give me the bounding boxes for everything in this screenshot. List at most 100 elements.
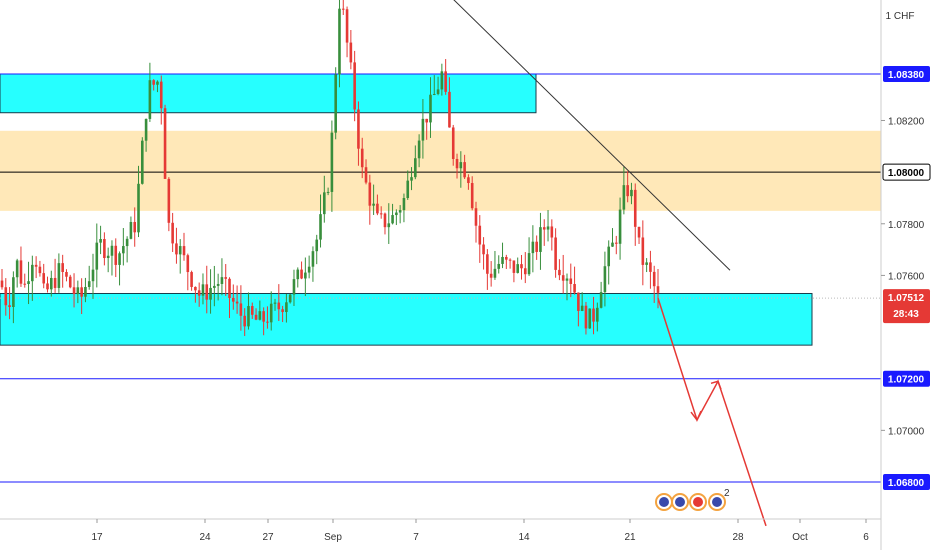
candle-body <box>34 264 38 267</box>
candle <box>300 261 303 280</box>
candle-body <box>440 71 444 90</box>
candle <box>262 307 265 336</box>
current-price-badge <box>883 289 930 324</box>
candle <box>584 301 588 335</box>
candle <box>531 225 535 273</box>
candle <box>573 266 576 295</box>
price-tick-label: 1.07800 <box>888 220 925 231</box>
candle <box>444 59 447 95</box>
candle <box>493 250 497 280</box>
candle <box>436 76 440 96</box>
candle <box>216 273 220 301</box>
candle <box>243 308 246 337</box>
candle <box>523 252 527 284</box>
candle-body <box>159 81 163 109</box>
candle-body <box>326 191 330 193</box>
candle <box>304 257 307 297</box>
projection-arrowhead <box>690 410 702 422</box>
candle <box>649 250 652 289</box>
candle <box>46 276 49 293</box>
candle <box>239 285 243 331</box>
candle-body <box>281 309 284 313</box>
candle <box>596 302 599 332</box>
candle <box>398 205 402 224</box>
candle-body <box>482 244 485 255</box>
candle-body <box>122 246 125 254</box>
candle <box>118 251 121 286</box>
candle <box>133 207 137 247</box>
candle-body <box>167 178 171 223</box>
candle <box>53 258 57 293</box>
candle <box>156 80 159 93</box>
candle-body <box>523 268 527 275</box>
candle-body <box>53 277 57 288</box>
price-badge-label: 1.07200 <box>888 375 925 386</box>
candle <box>611 228 614 247</box>
candle-body <box>611 242 614 247</box>
candle <box>486 249 489 290</box>
candle-body <box>129 221 133 239</box>
candle-body <box>451 127 455 159</box>
candle <box>171 212 174 252</box>
candle-body <box>49 277 53 290</box>
candle-body <box>463 162 466 178</box>
time-tick-label: 24 <box>199 532 211 543</box>
candle-body <box>565 278 569 281</box>
candle <box>341 0 345 15</box>
candle-body <box>376 203 379 214</box>
candle <box>137 165 140 238</box>
candle-body <box>304 272 307 279</box>
candle <box>376 194 379 216</box>
candle-body <box>649 262 652 272</box>
time-tick-label: 27 <box>262 532 274 543</box>
candle-body <box>387 223 391 228</box>
candle <box>307 255 311 279</box>
candle-body <box>349 42 353 63</box>
candle <box>414 145 417 180</box>
candle-body <box>470 183 474 209</box>
candle <box>360 137 364 179</box>
candle <box>103 232 106 266</box>
candle <box>459 151 463 188</box>
candle-body <box>554 237 557 270</box>
candle <box>106 247 110 273</box>
candle-body <box>125 238 129 247</box>
candle <box>577 292 580 327</box>
candle-body <box>186 255 190 273</box>
candle <box>637 226 641 245</box>
candle <box>95 223 99 288</box>
candle <box>315 234 319 265</box>
candle <box>387 203 391 244</box>
candle <box>224 264 228 296</box>
candle <box>258 300 262 321</box>
candle <box>508 258 512 269</box>
candle-body <box>577 292 580 311</box>
candle-body <box>459 162 463 169</box>
candle-body <box>645 262 648 265</box>
candle <box>319 194 322 248</box>
candle-body <box>448 91 451 128</box>
candle <box>546 210 550 242</box>
candle-body <box>425 118 428 123</box>
candle <box>201 273 205 305</box>
candle <box>49 270 53 297</box>
candle <box>57 253 61 293</box>
candle <box>542 219 546 246</box>
candle-body <box>133 221 137 233</box>
candle <box>42 263 46 289</box>
candle-body <box>197 290 201 296</box>
candle-body <box>391 215 394 224</box>
candle-body <box>228 278 231 298</box>
candle <box>520 254 523 280</box>
candle-body <box>269 303 273 323</box>
candle <box>326 187 330 196</box>
candle <box>186 253 190 291</box>
candle <box>539 212 542 270</box>
time-tick-label: Sep <box>324 532 342 543</box>
candle <box>489 261 493 287</box>
candle-body <box>546 226 550 230</box>
candle-body <box>414 158 417 178</box>
candle-body <box>148 80 152 119</box>
